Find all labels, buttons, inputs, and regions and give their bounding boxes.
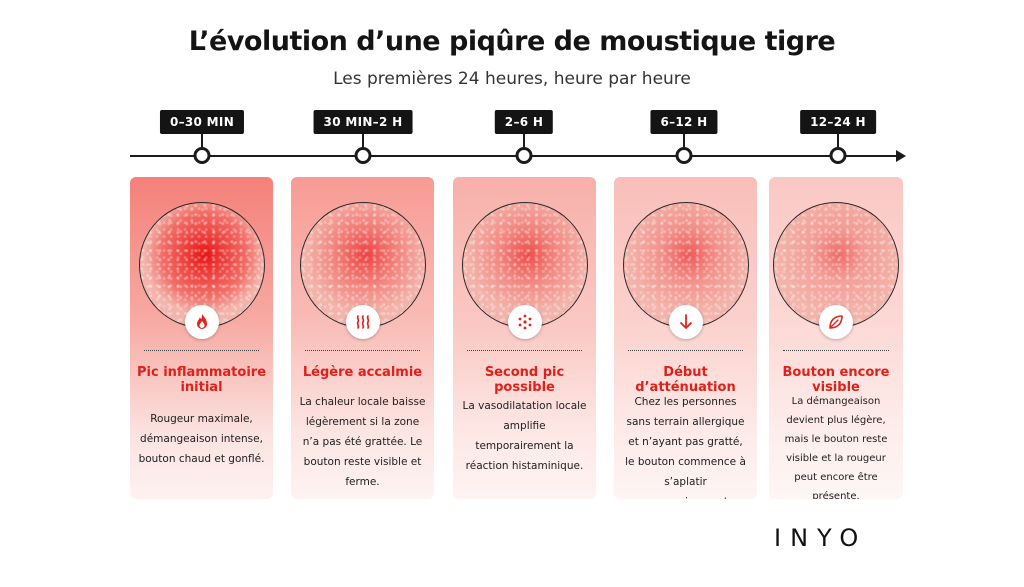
stage-title: Bouton encore visible — [782, 365, 890, 395]
arrow-down-icon — [679, 314, 692, 329]
stage-card: Second pic possible La vasodilatation lo… — [453, 177, 596, 499]
divider — [144, 350, 259, 351]
timeline-marker — [829, 147, 847, 164]
flame-icon — [196, 314, 207, 329]
timeline-marker — [354, 147, 372, 164]
stage-badge — [184, 305, 219, 339]
stage-time-label: 30 MIN–2 H — [313, 110, 413, 134]
stage-badge — [507, 305, 542, 339]
divider — [783, 350, 889, 351]
stage-badge — [668, 305, 703, 339]
stage-description: La vasodilatation locale amplifie tempor… — [462, 400, 587, 472]
stage-title: Début d’atténuation — [635, 365, 736, 395]
stage-badge — [819, 305, 853, 339]
page-title: L’évolution d’une piqûre de moustique ti… — [188, 26, 836, 57]
stage-card: Pic inflammatoire initial Rougeur maxima… — [130, 177, 273, 499]
bite-skin-image — [773, 202, 899, 328]
stage-stem — [201, 134, 203, 147]
timeline-arrow-icon — [896, 150, 906, 162]
stage-badge — [345, 305, 380, 339]
stage-description: Chez les personnes sans terrain allergiq… — [625, 396, 746, 499]
stage-title: Second pic possible — [484, 365, 565, 395]
stage-description: Rougeur maximale, démangeaison intense, … — [138, 413, 265, 465]
divider — [467, 350, 582, 351]
stage-title: Pic inflammatoire initial — [136, 365, 267, 395]
stage-card: Bouton encore visible La démangeaison de… — [769, 177, 903, 499]
stage-description: La chaleur locale baisse légèrement si l… — [299, 396, 426, 488]
stage-description: La démangeaison devient plus légère, mai… — [784, 396, 888, 499]
stage-stem — [837, 134, 839, 147]
leaf-icon — [829, 315, 843, 329]
stage-stem — [362, 134, 364, 147]
stage-time-label: 2–6 H — [494, 110, 554, 134]
timeline-marker — [675, 147, 693, 164]
stage-time-label: 12–24 H — [800, 110, 876, 134]
stage-time-label: 0–30 MIN — [159, 110, 245, 134]
stage-card: Début d’atténuation Chez les personnes s… — [614, 177, 757, 499]
timeline-marker — [515, 147, 533, 164]
stage-title: Légère accalmie — [302, 365, 423, 380]
brand-logo: INYO — [774, 524, 868, 552]
heat-waves-icon — [356, 315, 369, 329]
stage-time-label: 6–12 H — [650, 110, 718, 134]
dots-burst-icon — [518, 314, 531, 330]
divider — [628, 350, 743, 351]
stage-stem — [683, 134, 685, 147]
timeline-marker — [193, 147, 211, 164]
page-subtitle: Les premières 24 heures, heure par heure — [333, 69, 691, 89]
stage-card: Légère accalmie La chaleur locale baisse… — [291, 177, 434, 499]
stage-stem — [523, 134, 525, 147]
divider — [305, 350, 420, 351]
